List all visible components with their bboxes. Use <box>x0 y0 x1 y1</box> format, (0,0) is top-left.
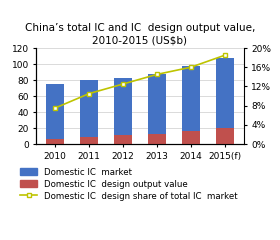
Bar <box>114 78 132 144</box>
Bar <box>148 134 166 144</box>
Bar <box>181 66 200 144</box>
Bar <box>46 139 64 144</box>
Bar <box>80 80 99 144</box>
Bar <box>148 74 166 144</box>
Bar <box>216 128 234 144</box>
Bar <box>114 135 132 144</box>
Bar <box>80 137 99 144</box>
Bar <box>46 84 64 144</box>
Bar <box>181 131 200 144</box>
Bar <box>216 58 234 144</box>
Title: China’s total IC and IC  design output value,
2010-2015 (US$b): China’s total IC and IC design output va… <box>25 23 255 46</box>
Legend: Domestic IC  market, Domestic IC  design output value, Domestic IC  design share: Domestic IC market, Domestic IC design o… <box>20 168 238 201</box>
